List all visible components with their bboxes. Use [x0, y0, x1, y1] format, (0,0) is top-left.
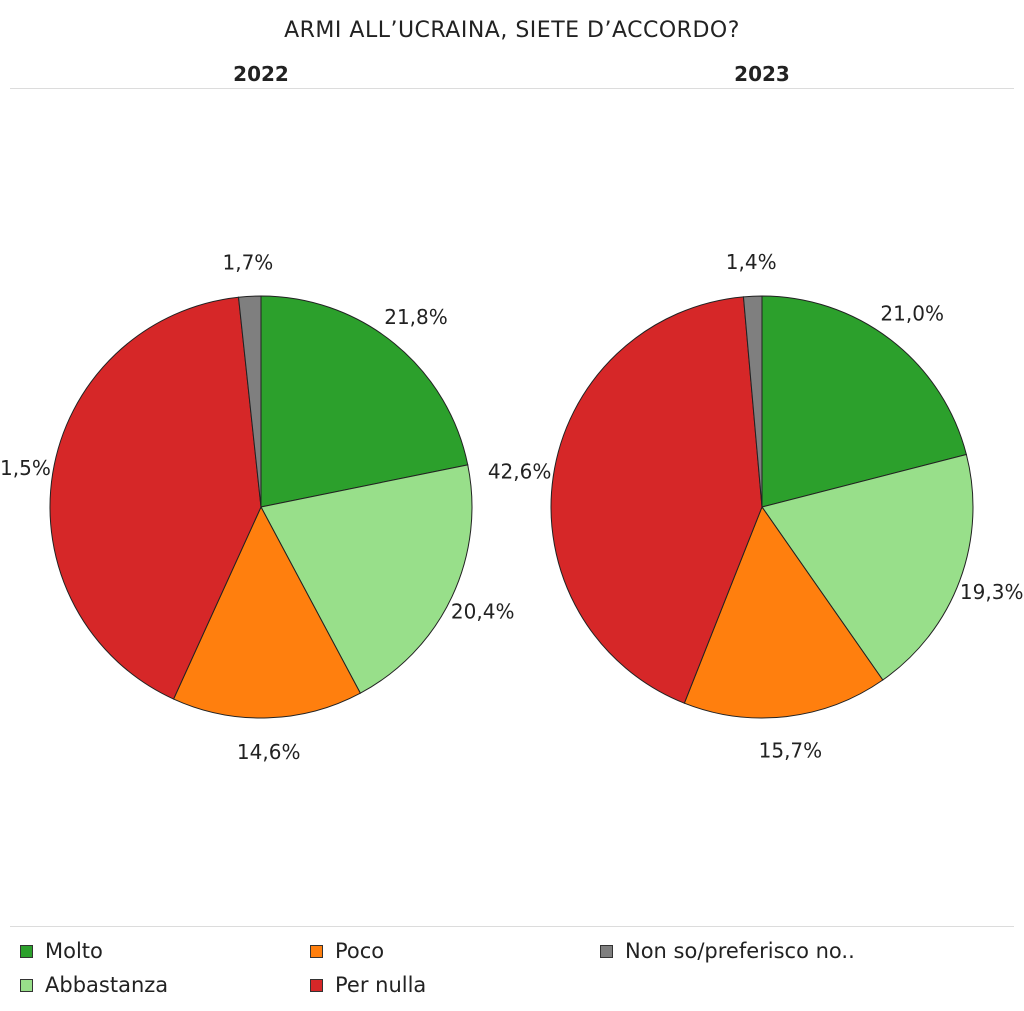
pie-slice-2023-non-so-preferisco-no[interactable]	[742, 295, 763, 508]
chart-title: ARMI ALL’UCRAINA, SIETE D’ACCORDO?	[284, 18, 740, 43]
pie-slice-2023-abbastanza[interactable]	[761, 453, 974, 681]
legend-swatch-per-nulla	[310, 978, 323, 992]
legend-divider	[10, 926, 1014, 927]
pie-label-2022-abbastanza: 20,4%	[451, 599, 515, 623]
legend-label-non-so: Non so/preferisco no..	[625, 939, 855, 963]
legend-item-non-so[interactable]: Non so/preferisco no..	[600, 939, 855, 963]
pie-label-2023-abbastanza: 19,3%	[960, 580, 1024, 604]
legend-item-per-nulla[interactable]: Per nulla	[310, 973, 426, 997]
legend-item-poco[interactable]: Poco	[310, 939, 384, 963]
pie-label-2023-per-nulla: 42,6%	[488, 460, 552, 484]
legend-label-molto: Molto	[45, 939, 103, 963]
pie-slice-2023-molto[interactable]	[761, 295, 967, 508]
panel-title-2023: 2023	[734, 62, 790, 86]
legend: Molto Abbastanza Poco Per nulla Non so/p…	[0, 935, 1024, 1005]
pie-slice-2023-per-nulla[interactable]	[550, 296, 763, 704]
pie-charts: 21,8% 20,4% 14,6% 41,5% 1,7% 21,0% 19,3% 15,7% 4…	[0, 250, 1024, 764]
legend-swatch-molto	[20, 944, 33, 958]
pie-slice-2022-poco[interactable]	[172, 505, 361, 719]
pie-slice-2022-per-nulla[interactable]	[49, 296, 262, 700]
legend-item-abbastanza[interactable]: Abbastanza	[20, 973, 168, 997]
pie-label-2022-molto: 21,8%	[384, 305, 448, 329]
legend-label-abbastanza: Abbastanza	[45, 973, 169, 997]
pie-label-2023-non-so-preferisco-no: 1,4%	[726, 250, 777, 274]
legend-swatch-non-so	[600, 944, 613, 958]
pie-slice-2022-non-so-preferisco-no[interactable]	[237, 295, 262, 508]
header-divider	[10, 88, 1014, 89]
legend-label-per-nulla: Per nulla	[335, 973, 427, 997]
pie-slice-2022-molto[interactable]	[260, 295, 469, 508]
pie-label-2023-molto: 21,0%	[880, 301, 944, 325]
panel-title-2022: 2022	[233, 62, 289, 86]
pie-label-2022-per-nulla: 41,5%	[0, 456, 51, 480]
legend-swatch-poco	[310, 944, 323, 958]
pie-slice-2022-abbastanza[interactable]	[260, 464, 473, 694]
pie-slice-2023-poco[interactable]	[683, 505, 884, 719]
pie-label-2022-non-so-preferisco-no: 1,7%	[222, 250, 273, 274]
pie-label-2023-poco: 15,7%	[759, 738, 823, 762]
legend-item-molto[interactable]: Molto	[20, 939, 103, 963]
legend-label-poco: Poco	[335, 939, 385, 963]
legend-swatch-abbastanza	[20, 978, 33, 992]
pie-label-2022-poco: 14,6%	[237, 740, 301, 764]
